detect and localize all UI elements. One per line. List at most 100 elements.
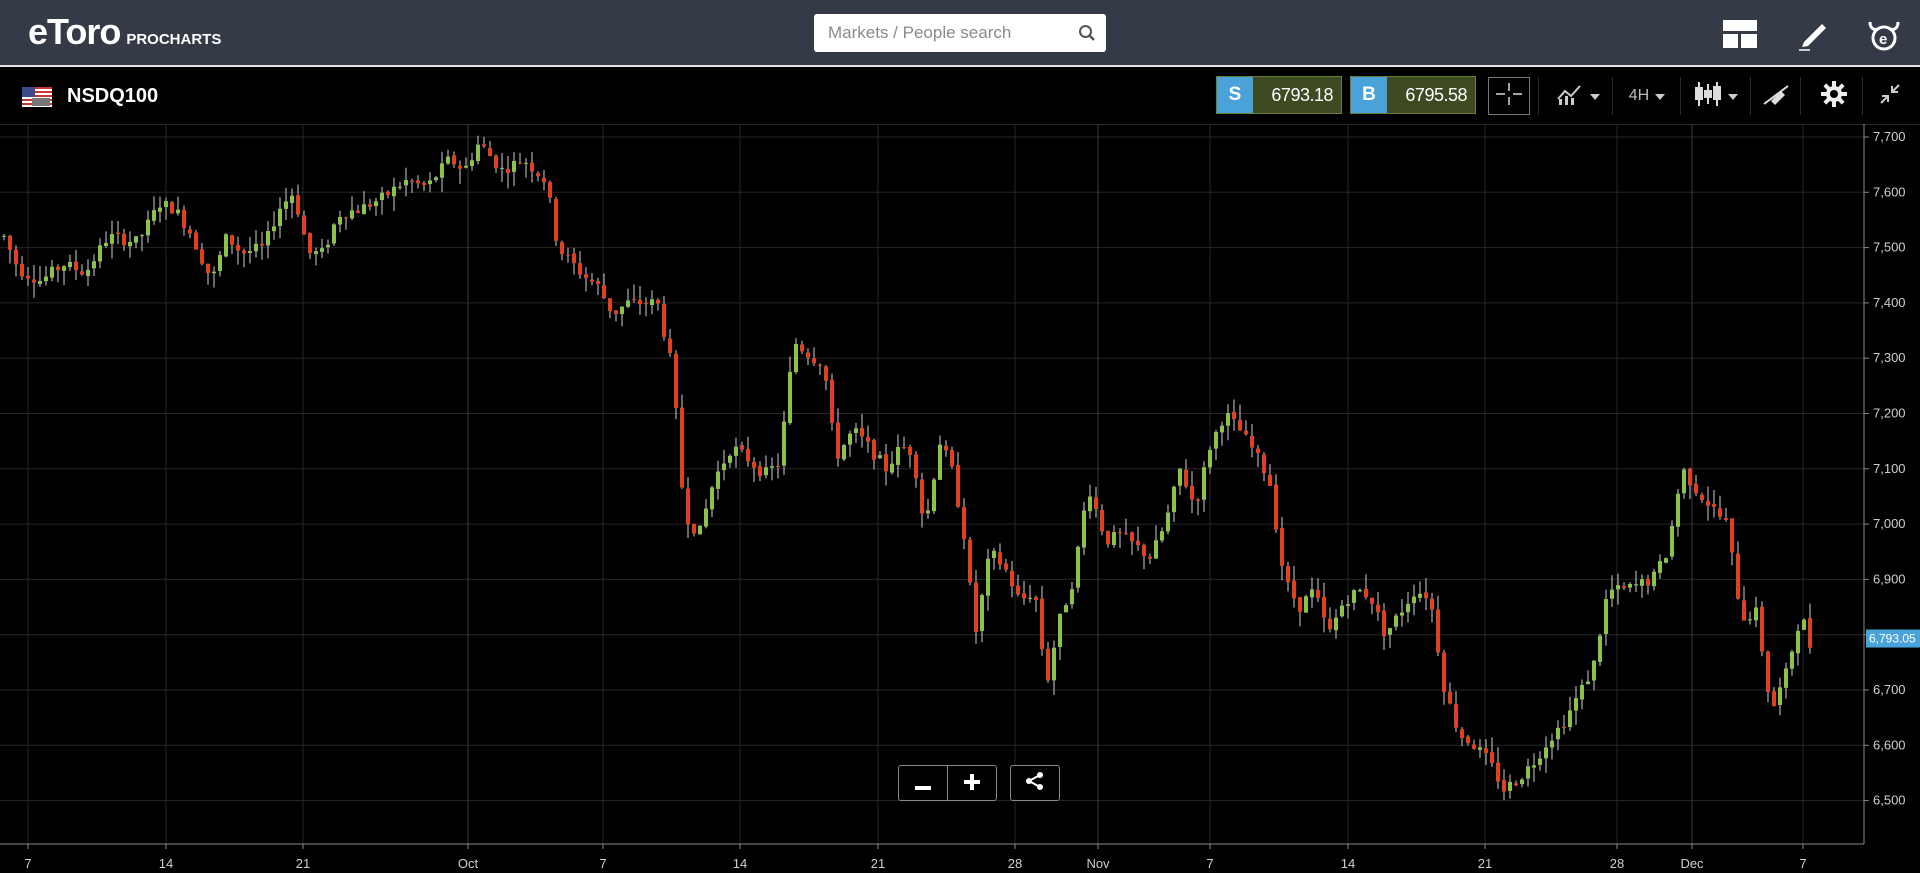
candle-body bbox=[884, 454, 888, 472]
candle-body bbox=[1334, 617, 1338, 631]
candle-body bbox=[1244, 430, 1248, 435]
candle-body bbox=[446, 156, 450, 164]
y-tick-label: 6,600 bbox=[1873, 737, 1906, 752]
x-tick-label: Dec bbox=[1680, 856, 1704, 871]
crosshair-button[interactable] bbox=[1488, 77, 1530, 115]
candle-body bbox=[464, 165, 468, 168]
candle-body bbox=[1412, 596, 1416, 604]
candle-body bbox=[1502, 780, 1506, 792]
candle-body bbox=[104, 242, 108, 247]
share-button[interactable] bbox=[1010, 765, 1060, 801]
x-tick-label: Nov bbox=[1086, 856, 1110, 871]
indicators-icon bbox=[1556, 83, 1584, 110]
pencil-icon[interactable] bbox=[1794, 14, 1834, 54]
candle-body bbox=[44, 276, 48, 282]
candle-body bbox=[32, 279, 36, 283]
candle-body bbox=[1418, 593, 1422, 598]
candle-body bbox=[518, 162, 522, 164]
layout-icon[interactable] bbox=[1720, 14, 1760, 54]
candle-body bbox=[278, 208, 282, 226]
candle-body bbox=[974, 582, 978, 632]
candle-body bbox=[482, 144, 486, 147]
candle-body bbox=[68, 261, 72, 268]
candle-body bbox=[1394, 615, 1398, 627]
etoro-bull-icon[interactable]: e bbox=[1864, 14, 1904, 54]
candle-body bbox=[1178, 468, 1182, 486]
candle-body bbox=[386, 191, 390, 195]
toolbar-divider bbox=[1750, 77, 1751, 115]
candle-body bbox=[734, 446, 738, 456]
candle-body bbox=[182, 209, 186, 229]
buy-button[interactable]: B 6795.58 bbox=[1350, 76, 1476, 114]
search-input[interactable] bbox=[814, 14, 1078, 52]
candle-body bbox=[1694, 483, 1698, 494]
search-icon[interactable] bbox=[1078, 24, 1096, 47]
search-box[interactable] bbox=[814, 14, 1106, 52]
candle-body bbox=[980, 595, 984, 631]
candle-body bbox=[1568, 710, 1572, 728]
candle-body bbox=[1094, 497, 1098, 510]
candle-body bbox=[1310, 589, 1314, 598]
candle-body bbox=[1778, 687, 1782, 705]
candle-body bbox=[1238, 419, 1242, 431]
etoro-logo[interactable]: eToro PROCHARTS bbox=[28, 14, 221, 50]
candle-body bbox=[524, 162, 528, 164]
candle-body bbox=[1064, 605, 1068, 613]
candle-body bbox=[134, 236, 138, 243]
candle-body bbox=[1298, 597, 1302, 612]
candle-body bbox=[1586, 681, 1590, 685]
candle-body bbox=[80, 271, 84, 275]
candle-body bbox=[1724, 518, 1728, 520]
candle-body bbox=[458, 165, 462, 169]
candle-body bbox=[1772, 691, 1776, 707]
candle-body bbox=[860, 428, 864, 437]
candle-body bbox=[200, 249, 204, 264]
y-tick-label: 6,500 bbox=[1873, 793, 1906, 808]
candle-body bbox=[1136, 540, 1140, 546]
candle-body bbox=[1382, 610, 1386, 637]
candle-body bbox=[1130, 532, 1134, 542]
candle-body bbox=[1430, 598, 1434, 610]
candle-body bbox=[992, 550, 996, 559]
candle-body bbox=[1118, 532, 1122, 534]
zoom-in-button[interactable] bbox=[947, 766, 996, 800]
indicators-dropdown[interactable] bbox=[1550, 77, 1606, 115]
candle-body bbox=[830, 379, 834, 423]
drawing-pen-icon bbox=[1763, 83, 1789, 110]
candle-body bbox=[308, 232, 312, 253]
zoom-out-button[interactable] bbox=[899, 766, 947, 800]
candle-body bbox=[590, 279, 594, 282]
candle-body bbox=[380, 192, 384, 200]
candle-body bbox=[320, 248, 324, 252]
collapse-button[interactable] bbox=[1870, 77, 1910, 115]
candle-body bbox=[20, 263, 24, 277]
candle-body bbox=[488, 148, 492, 157]
candle-body bbox=[866, 436, 870, 442]
timeframe-dropdown[interactable]: 4H bbox=[1620, 77, 1674, 115]
candle-body bbox=[722, 463, 726, 471]
candle-body bbox=[644, 303, 648, 305]
candle-body bbox=[770, 466, 774, 468]
chart-type-dropdown[interactable] bbox=[1688, 77, 1744, 115]
candle-body bbox=[746, 448, 750, 462]
candle-body bbox=[578, 263, 582, 275]
candle-body bbox=[1256, 448, 1260, 454]
sell-button[interactable]: S 6793.18 bbox=[1216, 76, 1342, 114]
candle-body bbox=[1214, 431, 1218, 449]
settings-button[interactable] bbox=[1812, 77, 1856, 115]
price-chart[interactable]: 7,700 7,600 7,500 7,400 7,300 7,200 7,100 7,000… bbox=[0, 124, 1920, 873]
candle-body bbox=[626, 300, 630, 307]
candle-body bbox=[1184, 469, 1188, 487]
drawing-tools-button[interactable] bbox=[1758, 77, 1794, 115]
candle-body bbox=[434, 177, 438, 181]
candle-body bbox=[1172, 486, 1176, 513]
candle-body bbox=[1538, 758, 1542, 765]
candle-body bbox=[62, 266, 66, 271]
candle-body bbox=[1802, 619, 1806, 630]
buy-label: B bbox=[1351, 77, 1387, 113]
zoom-controls bbox=[898, 765, 997, 801]
candle-body bbox=[230, 235, 234, 245]
candle-body bbox=[542, 177, 546, 183]
candle-body bbox=[1274, 484, 1278, 530]
candle-body bbox=[1532, 765, 1536, 768]
